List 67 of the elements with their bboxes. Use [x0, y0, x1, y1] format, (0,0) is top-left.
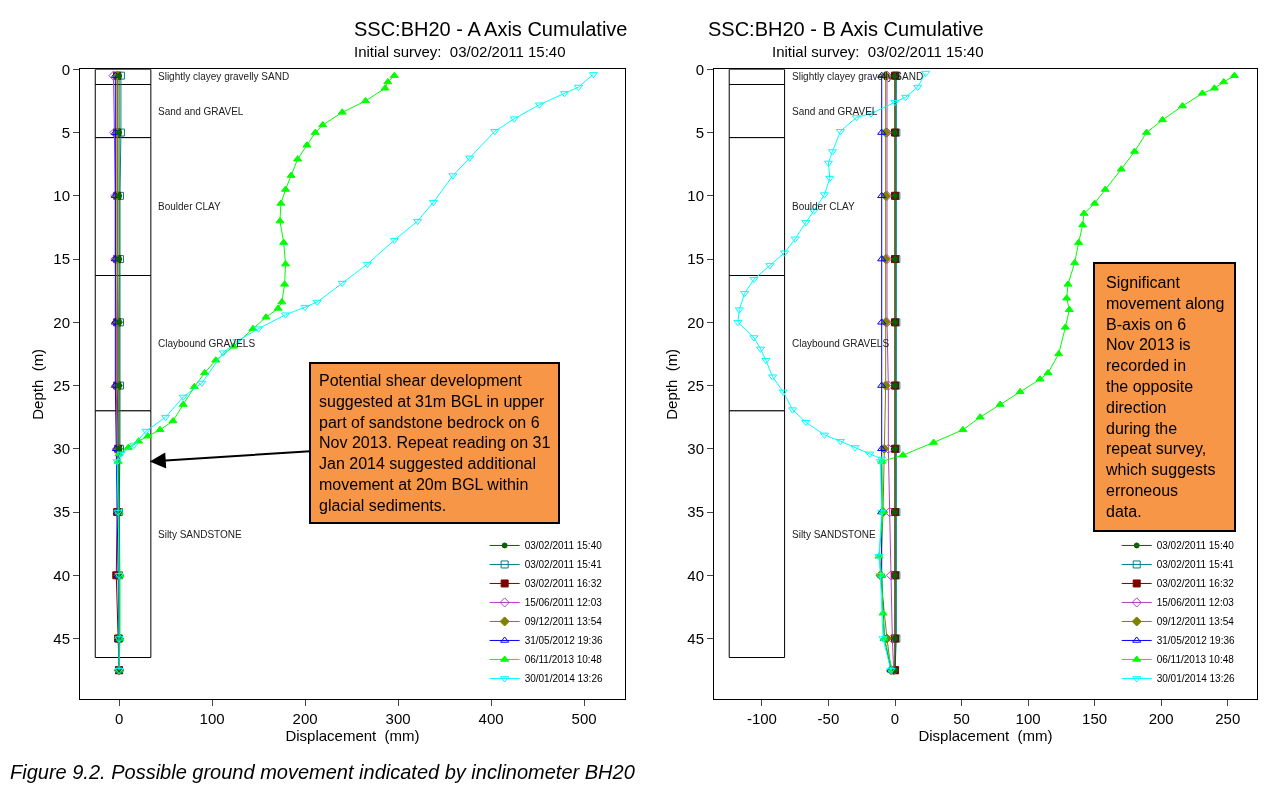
x-tick-label: 100	[1015, 710, 1041, 728]
legend-label: 09/12/2011 13:54	[524, 616, 603, 628]
legend-label: 09/12/2011 13:54	[1156, 616, 1235, 628]
y-tick-label: 35	[687, 503, 704, 521]
legend-label: 03/02/2011 16:32	[524, 578, 603, 590]
legend-label: 30/01/2014 13:26	[1156, 673, 1235, 685]
legend-label: 15/06/2011 12:03	[1156, 597, 1235, 609]
x-tick-label: 0	[890, 710, 900, 728]
legend-label: 15/06/2011 12:03	[524, 597, 603, 609]
band-label: Boulder CLAY	[158, 201, 221, 212]
y-tick-label: 45	[687, 629, 704, 647]
y-tick-label: 10	[687, 187, 704, 205]
x-tick-label: 200	[1148, 710, 1174, 728]
legend-label: 06/11/2013 10:48	[1156, 654, 1235, 666]
y-tick-label: 5	[61, 123, 70, 141]
legend-label: 31/05/2012 19:36	[1156, 635, 1235, 647]
y-tick-label: 25	[53, 376, 70, 394]
y-tick-label: 15	[53, 250, 70, 268]
legend-label: 31/05/2012 19:36	[524, 635, 603, 647]
legend-label: 03/02/2011 16:32	[1156, 578, 1235, 590]
x-axis-title: Displacement (mm)	[918, 727, 1053, 745]
y-tick-label: 15	[687, 250, 704, 268]
legend-label: 03/02/2011 15:40	[1156, 540, 1235, 552]
y-axis-title: Depth (m)	[662, 348, 680, 420]
x-tick-label: 0	[114, 710, 124, 728]
y-tick-label: 5	[695, 123, 704, 141]
legend-label: 03/02/2011 15:41	[524, 559, 603, 571]
y-tick-label: 40	[687, 566, 704, 584]
band-label: Silty SANDSTONE	[792, 529, 877, 540]
y-tick-label: 0	[695, 60, 704, 78]
band-label: Sand and GRAVEL	[792, 106, 878, 117]
caption: Figure 9.2. Possible ground movement indicated by inclinometer BH20	[10, 761, 635, 783]
y-tick-label: 20	[53, 313, 70, 331]
band-label: Sand and GRAVEL	[158, 106, 244, 117]
x-tick-label: 100	[199, 710, 225, 728]
text: Significant movement along B-axis on 6 Nov 2013 is recorded in the opposite direction during the repeat survey, which suggests erroneous data.	[1106, 274, 1225, 520]
y-tick-label: 30	[53, 440, 70, 458]
y-tick-label: 30	[687, 440, 704, 458]
chart-subtitle: Initial survey: 03/02/2011 15:40	[772, 43, 984, 60]
annotation: Potential shear development suggested at 31m BGL in upper part of sandstone bedrock on 6 Nov 2013. Repeat reading on 31 Jan 2014 suggested additional movement at 20m BGL within glacial sediments.	[319, 372, 551, 514]
chart-title: SSC:BH20 - A Axis Cumulative	[354, 18, 628, 40]
y-tick-label: 20	[687, 313, 704, 331]
x-tick-label: 250	[1215, 710, 1241, 728]
x-tick-label: 150	[1082, 710, 1108, 728]
x-tick-label: -50	[817, 710, 840, 728]
y-tick-label: 25	[687, 376, 704, 394]
y-tick-label: 35	[53, 503, 70, 521]
y-tick-label: 45	[53, 629, 70, 647]
x-tick-label: 200	[292, 710, 318, 728]
x-tick-label: 300	[385, 710, 411, 728]
x-tick-label: 400	[478, 710, 504, 728]
legend-label: 03/02/2011 15:40	[524, 540, 603, 552]
y-axis-title: Depth (m)	[28, 348, 46, 420]
x-axis-title: Displacement (mm)	[285, 727, 420, 745]
y-tick-label: 10	[53, 187, 70, 205]
legend-label: 30/01/2014 13:26	[524, 673, 603, 685]
legend-label: 06/11/2013 10:48	[524, 654, 603, 666]
legend-label: 03/02/2011 15:41	[1156, 559, 1235, 571]
x-tick-label: 50	[953, 710, 970, 728]
y-tick-label: 40	[53, 566, 70, 584]
x-tick-label: 500	[571, 710, 597, 728]
x-tick-label: -100	[746, 710, 777, 728]
band-label: Silty SANDSTONE	[158, 529, 243, 540]
chart-title: SSC:BH20 - B Axis Cumulative	[708, 18, 984, 40]
chart-subtitle: Initial survey: 03/02/2011 15:40	[354, 43, 566, 60]
band-label: Slightly clayey gravelly SAND	[158, 71, 290, 82]
y-tick-label: 0	[61, 60, 70, 78]
